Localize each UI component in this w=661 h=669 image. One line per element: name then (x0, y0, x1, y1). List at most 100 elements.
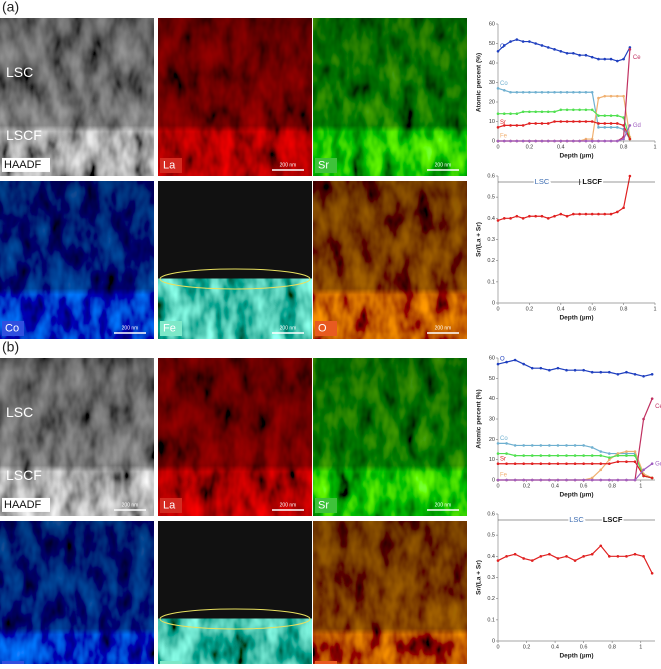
x-tick-label: 0 (496, 483, 499, 489)
data-point (573, 444, 577, 447)
series-label: Co (500, 81, 508, 87)
micrograph: Co 200 nm (0, 181, 154, 339)
data-point (522, 462, 525, 466)
data-point (548, 454, 551, 457)
data-point (590, 139, 594, 143)
scale-label: 200 nm (280, 502, 297, 508)
data-point (616, 210, 619, 214)
data-point (509, 124, 512, 127)
data-point (534, 214, 537, 218)
data-point (578, 108, 581, 112)
label-box (160, 321, 182, 336)
annotation: LSCF (603, 515, 623, 524)
data-point (584, 137, 588, 141)
data-point (521, 217, 525, 220)
label-box (160, 498, 182, 513)
data-point (565, 120, 569, 123)
data-point (528, 139, 531, 143)
data-point (578, 120, 581, 123)
image-label: Sr (318, 159, 329, 171)
x-tick-label: 0.4 (551, 644, 559, 650)
series-line (498, 95, 631, 142)
data-point (521, 139, 525, 143)
x-tick-label: 0.6 (580, 644, 588, 650)
micrograph: La 200 nm (158, 358, 312, 516)
data-point (578, 212, 581, 216)
data-point (650, 462, 654, 466)
micrograph: La 200 nm (158, 18, 312, 176)
series-label: Ce (633, 55, 641, 61)
data-point (528, 122, 531, 125)
outline (159, 608, 311, 630)
data-point (622, 57, 625, 61)
series-line (497, 38, 631, 62)
micrograph: LSC LSCF HAADF 200 nm (0, 358, 154, 516)
data-point (565, 214, 569, 218)
data-point (548, 462, 551, 466)
micrograph: Sr 200 nm (313, 18, 467, 176)
data-point (528, 110, 531, 114)
y-tick-label: 60 (489, 355, 495, 361)
data-point (505, 555, 508, 558)
y-tick-label: 0 (492, 638, 495, 644)
data-point (521, 124, 525, 127)
data-point (590, 55, 594, 59)
data-point (515, 124, 519, 127)
data-point (522, 362, 525, 366)
data-point (556, 478, 560, 482)
data-point (597, 96, 600, 100)
data-point (578, 139, 581, 143)
data-point (599, 478, 603, 482)
data-point (502, 44, 506, 47)
label-box (2, 497, 50, 512)
data-point (513, 478, 517, 482)
y-tick-label: 0 (492, 138, 495, 144)
data-point (590, 120, 594, 123)
data-point (521, 90, 525, 94)
series-label: Fe (500, 134, 508, 140)
data-point (496, 478, 500, 482)
data-point (584, 120, 588, 123)
x-tick-label: 0.2 (523, 483, 531, 489)
data-point (616, 372, 620, 376)
data-point (548, 368, 551, 372)
data-point (515, 214, 519, 218)
y-tick-label: 10 (489, 119, 495, 125)
data-point (534, 42, 537, 45)
data-point (597, 122, 600, 125)
data-point (633, 372, 637, 376)
data-point (559, 120, 563, 123)
data-point (559, 212, 563, 216)
series-line (497, 175, 631, 222)
data-point (628, 174, 632, 178)
image-label: Co (5, 322, 19, 334)
data-point (597, 212, 600, 216)
y-tick-label: 50 (489, 41, 495, 47)
data-point (522, 444, 525, 447)
x-tick-label: 0.4 (557, 306, 565, 312)
data-point (513, 454, 517, 457)
data-point (546, 90, 550, 94)
x-tick-label: 1 (653, 144, 656, 150)
x-tick-label: 0.2 (526, 306, 534, 312)
data-point (642, 468, 645, 472)
data-point (505, 452, 508, 455)
data-point (539, 366, 543, 370)
y-tick-label: 60 (489, 21, 495, 27)
data-point (556, 557, 560, 560)
y-tick-label: 0.4 (487, 554, 495, 560)
data-point (573, 559, 577, 562)
data-point (548, 552, 551, 556)
scale-label: 200 nm (280, 325, 297, 331)
data-point (546, 217, 550, 220)
data-point (609, 139, 613, 143)
series-label: Fe (500, 473, 508, 479)
x-tick-label: 0.4 (557, 144, 565, 150)
image-shade (313, 358, 467, 516)
data-point (534, 90, 537, 94)
data-point (505, 478, 508, 482)
image-label: Sr (318, 499, 329, 511)
data-point (556, 454, 560, 457)
data-point (603, 126, 607, 129)
data-point (633, 552, 637, 556)
